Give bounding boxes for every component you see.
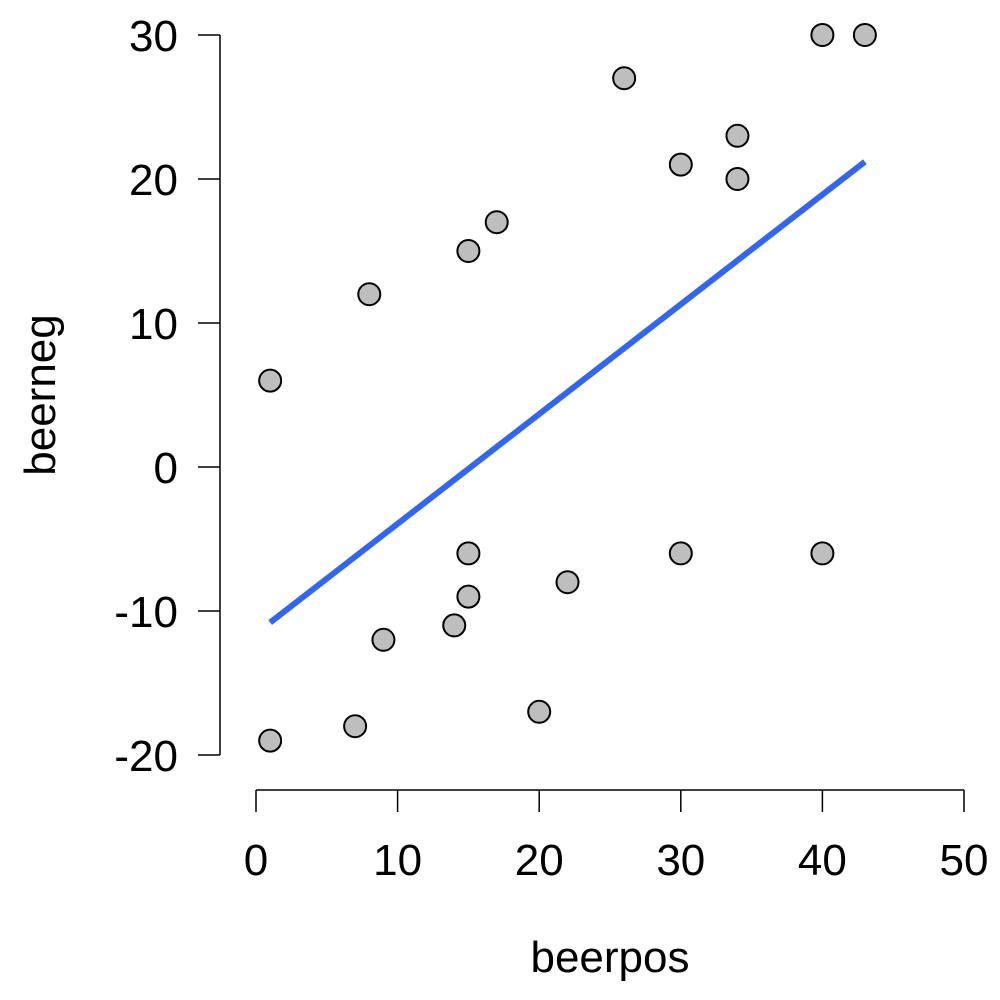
regression-line-group [268,159,867,625]
data-point [810,541,835,566]
x-tick-label: 50 [940,836,989,885]
data-point [668,541,693,566]
data-point [258,368,283,393]
data-point [442,613,467,638]
data-point [357,282,382,307]
x-tick-label: 20 [515,836,564,885]
data-point [852,23,877,47]
x-tick-label: 40 [798,836,847,885]
y-tick-label: 30 [129,12,178,61]
data-point [258,728,283,753]
data-point [456,239,481,263]
y-tick-label: 20 [129,156,178,205]
data-point [612,66,637,91]
data-point [725,123,750,148]
regression-line [268,159,867,625]
data-point [555,570,580,595]
y-tick-label: -10 [114,588,178,637]
x-tick-label: 10 [373,836,422,885]
data-point [484,210,509,235]
x-tick-label: 0 [244,836,268,885]
data-point [371,627,396,652]
data-point [810,23,835,47]
x-axis-title: beerpos [530,933,689,982]
data-point [456,584,481,609]
data-point [343,714,368,739]
y-tick-label: 10 [129,300,178,349]
y-axis-title: beerneg [16,314,65,475]
y-axis: -20 -10 0 10 20 30 [114,12,221,781]
data-point [456,541,481,566]
data-point [725,167,750,191]
data-points [258,23,877,753]
data-point [527,699,552,724]
y-tick-label: 0 [154,444,178,493]
data-point [668,152,693,177]
y-tick-label: -20 [114,732,178,781]
x-tick-label: 30 [656,836,705,885]
x-axis: 0 10 20 30 40 50 [244,789,989,885]
